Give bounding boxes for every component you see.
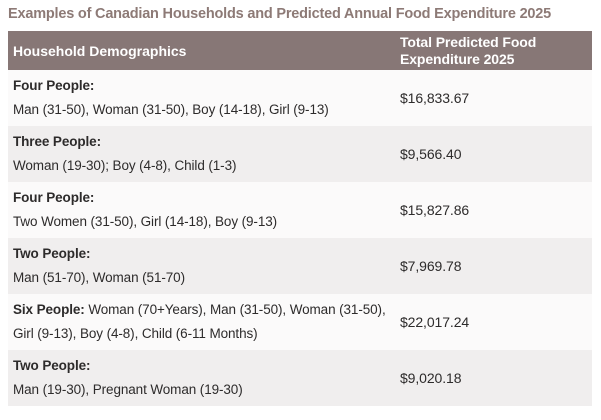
table-row: Six People: Woman (70+Years), Man (31-50… — [8, 294, 592, 350]
household-cell: Two People: Man (51-70), Woman (51-70) — [8, 242, 400, 290]
expenditure-value: $15,827.86 — [400, 202, 470, 218]
expenditure-cell: $9,020.18 — [400, 370, 592, 386]
table-row: Two People: Man (19-30), Pregnant Woman … — [8, 350, 592, 406]
header-total-expenditure: Total Predicted Food Expenditure 2025 — [400, 34, 537, 67]
expenditure-cell: $9,566.40 — [400, 146, 592, 162]
expenditure-value: $7,969.78 — [400, 258, 462, 274]
header-household-demographics: Household Demographics — [13, 42, 187, 59]
household-label: Two People: — [13, 246, 91, 261]
page-title: Examples of Canadian Households and Pred… — [8, 6, 552, 22]
household-label: Two People: — [13, 358, 91, 373]
household-details: Man (19-30), Pregnant Woman (19-30) — [13, 382, 243, 397]
table-row: Three People: Woman (19-30); Boy (4-8), … — [8, 126, 592, 182]
household-cell: Three People: Woman (19-30); Boy (4-8), … — [8, 130, 400, 178]
household-label: Four People: — [13, 190, 95, 205]
expenditure-cell: $7,969.78 — [400, 258, 592, 274]
expenditure-cell: $16,833.67 — [400, 90, 592, 106]
household-details: Man (31-50), Woman (31-50), Boy (14-18),… — [13, 102, 329, 117]
household-details: Woman (70+Years), Man (31-50), Woman (31… — [13, 302, 386, 341]
expenditure-value: $16,833.67 — [400, 90, 470, 106]
household-cell: Six People: Woman (70+Years), Man (31-50… — [8, 298, 400, 346]
expenditure-cell: $15,827.86 — [400, 202, 592, 218]
household-details: Man (51-70), Woman (51-70) — [13, 270, 185, 285]
expenditure-value: $9,566.40 — [400, 146, 462, 162]
household-cell: Four People: Two Women (31-50), Girl (14… — [8, 186, 400, 234]
table-row: Four People: Two Women (31-50), Girl (14… — [8, 182, 592, 238]
table-header-row: Household Demographics Total Predicted F… — [8, 31, 592, 70]
page: Examples of Canadian Households and Pred… — [8, 6, 592, 406]
expenditure-value: $22,017.24 — [400, 314, 470, 330]
table-row: Four People: Man (31-50), Woman (31-50),… — [8, 70, 592, 126]
household-label: Six People: — [13, 302, 85, 317]
household-label: Four People: — [13, 78, 95, 93]
household-cell: Two People: Man (19-30), Pregnant Woman … — [8, 354, 400, 402]
expenditure-cell: $22,017.24 — [400, 314, 592, 330]
table-body: Four People: Man (31-50), Woman (31-50),… — [8, 70, 592, 406]
table-row: Two People: Man (51-70), Woman (51-70) $… — [8, 238, 592, 294]
expenditure-table: Household Demographics Total Predicted F… — [8, 31, 592, 406]
expenditure-value: $9,020.18 — [400, 370, 462, 386]
household-cell: Four People: Man (31-50), Woman (31-50),… — [8, 74, 400, 122]
household-label: Three People: — [13, 134, 101, 149]
household-details: Woman (19-30); Boy (4-8), Child (1-3) — [13, 158, 237, 173]
household-details: Two Women (31-50), Girl (14-18), Boy (9-… — [13, 214, 278, 229]
